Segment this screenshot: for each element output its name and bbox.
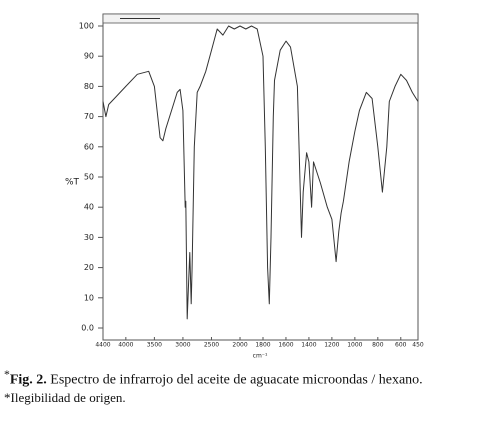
x-axis-label: cm⁻¹ <box>253 353 268 360</box>
y-tick-label: 90 <box>84 52 94 61</box>
x-tick-label: 3000 <box>175 342 190 349</box>
y-tick-label: 0.0 <box>81 324 94 333</box>
y-tick-label: 30 <box>84 233 94 242</box>
x-tick-label: 800 <box>372 342 384 349</box>
y-tick-label: 80 <box>84 82 94 91</box>
x-tick-label: 600 <box>395 342 407 349</box>
header-bar <box>102 13 419 24</box>
x-tick-label: 2500 <box>204 342 219 349</box>
chart: %T cm⁻¹ 0.0 10 20 30 40 50 60 70 80 90 100 4400 4000… <box>65 13 424 360</box>
caption-label: Fig. 2. <box>9 372 47 388</box>
spectrum-line <box>102 25 419 320</box>
x-tick-label: 4400 <box>95 342 110 349</box>
caption-line: *Fig. 2. Espectro de infrarrojo del acei… <box>4 366 474 389</box>
x-tick-label: 1400 <box>301 342 316 349</box>
x-tick-label: 3500 <box>147 342 162 349</box>
y-tick-label: 20 <box>84 263 94 272</box>
y-tick-label: 100 <box>79 22 94 31</box>
y-tick-label: 40 <box>84 203 94 212</box>
y-tick-label: 60 <box>84 142 94 151</box>
x-tick-label: 1000 <box>347 342 362 349</box>
y-tick-label: 70 <box>84 112 94 121</box>
x-tick-label: 1200 <box>324 342 339 349</box>
x-tick-label: 450 <box>412 342 424 349</box>
y-tick-label: 50 <box>84 173 94 182</box>
caption-note: *Ilegibilidad de origen. <box>4 389 126 405</box>
x-tick-label: 1800 <box>255 342 270 349</box>
x-tick-label: 2000 <box>232 342 247 349</box>
y-axis-label: %T <box>65 178 80 188</box>
x-tick-label: 1600 <box>278 342 293 349</box>
x-tick-label: 4000 <box>118 342 133 349</box>
y-tick-label: 10 <box>84 293 94 302</box>
caption-marker: * <box>4 368 10 381</box>
plot-frame <box>102 13 419 341</box>
caption-text: Espectro de infrarrojo del aceite de agu… <box>50 372 423 388</box>
caption: *Fig. 2. Espectro de infrarrojo del acei… <box>4 366 474 406</box>
